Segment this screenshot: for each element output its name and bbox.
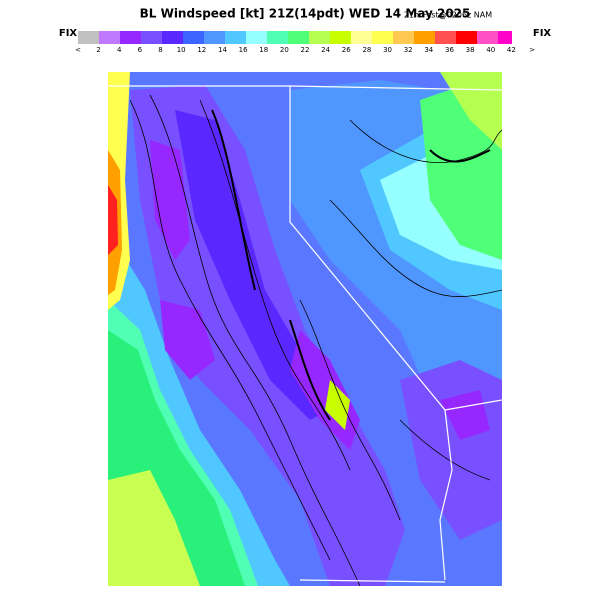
colorbar-tick-label: 4 <box>117 46 122 54</box>
colorbar-tick-label: 28 <box>362 46 371 54</box>
colorbar-tick-label: 18 <box>259 46 268 54</box>
colorbar-tick-label: 36 <box>445 46 454 54</box>
colorbar-tick-label: 20 <box>280 46 289 54</box>
colorbar-tick-label: 38 <box>466 46 475 54</box>
map <box>108 72 502 586</box>
colorbar-tick-label: 10 <box>177 46 186 54</box>
colorbar-tick-label: 24 <box>321 46 330 54</box>
colorbar-tick-label: 40 <box>486 46 495 54</box>
colorbar <box>78 31 512 44</box>
colorbar-tick-label: < <box>75 46 81 54</box>
colorbar-ticks: <2 4 6 8 10 12 14 16 18 20 22 24 26 28 30 32 34 36 38 40 42 > <box>75 46 535 54</box>
colorbar-tick-label: 30 <box>383 46 392 54</box>
colorbar-tick-label: 34 <box>424 46 433 54</box>
fix-left: FIX <box>59 28 78 39</box>
colorbar-tick-label: 42 <box>507 46 516 54</box>
title: BL Windspeed [kt] 21Z(14pdt) WED 14 May … <box>140 7 471 21</box>
colorbar-tick-label: 12 <box>197 46 206 54</box>
colorbar-tick-label: 2 <box>96 46 100 54</box>
colorbar-tick-label: 32 <box>404 46 413 54</box>
colorbar-tick-label: > <box>529 46 535 54</box>
run-info: 21hrFcst@0206z NAM <box>404 11 492 20</box>
colorbar-tick-label: 26 <box>342 46 351 54</box>
fix-right: FIX <box>533 28 552 39</box>
colorbar-tick-label: 16 <box>239 46 248 54</box>
colorbar-tick-label: 22 <box>301 46 310 54</box>
colorbar-tick-label: 14 <box>218 46 227 54</box>
colorbar-tick-label: 6 <box>138 46 143 54</box>
colorbar-tick-label: 8 <box>158 46 162 54</box>
